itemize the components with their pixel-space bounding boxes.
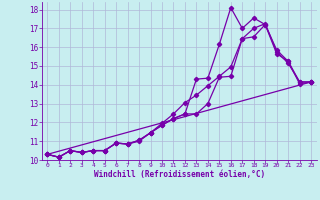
- X-axis label: Windchill (Refroidissement éolien,°C): Windchill (Refroidissement éolien,°C): [94, 170, 265, 179]
